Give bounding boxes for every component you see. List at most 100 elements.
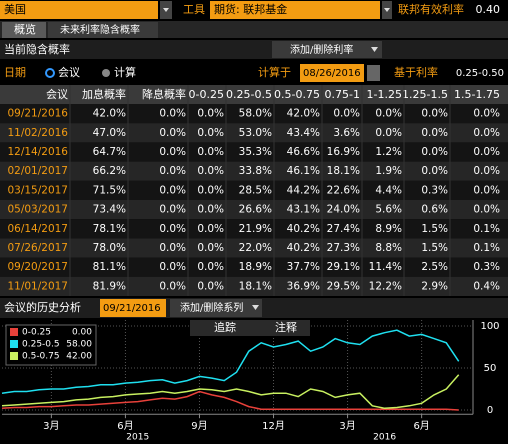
legend-label: 0.25-0.5 xyxy=(22,340,60,350)
table-cell: 0.0% xyxy=(375,127,402,139)
column-header: 0.75-1 xyxy=(325,88,360,101)
year-label: 2015 xyxy=(126,433,149,443)
table-cell: 0.0% xyxy=(159,165,186,177)
table-cell: 0.0% xyxy=(159,261,186,273)
table-cell: 29.5% xyxy=(327,280,360,292)
table-cell: 26.6% xyxy=(239,204,272,216)
date-input[interactable] xyxy=(300,64,364,82)
series-line xyxy=(1,329,460,394)
tool-button[interactable]: 追踪 xyxy=(214,320,236,334)
tool: 期货: 联邦基金 xyxy=(214,2,287,16)
tool-button[interactable]: 注释 xyxy=(275,320,297,334)
table-cell: 11.4% xyxy=(369,261,402,273)
date-label: 日期 xyxy=(4,66,26,79)
button-label: 添加/删除利率 xyxy=(290,43,353,56)
table-cell: 22.0% xyxy=(239,242,272,254)
table-cell: 24.0% xyxy=(327,204,360,216)
table-cell: 4.4% xyxy=(375,184,402,196)
table-cell: 21.9% xyxy=(239,223,272,235)
table-cell: 1.2% xyxy=(375,146,402,158)
table-cell: 29.1% xyxy=(327,261,360,273)
calendar-button[interactable] xyxy=(367,65,380,81)
x-tick-label: 6月 xyxy=(413,420,429,432)
meeting-date: 09/20/2017 xyxy=(7,261,68,273)
arrow xyxy=(371,47,378,52)
add-rate-button[interactable] xyxy=(272,41,382,58)
table-cell: 0.0% xyxy=(421,165,448,177)
table-cell: 47.0% xyxy=(93,127,126,139)
radio-selected[interactable] xyxy=(45,68,55,78)
table-cell: 3.6% xyxy=(333,127,360,139)
y-tick-label: 50 xyxy=(484,363,497,374)
x-tick-label: 3月 xyxy=(43,420,59,432)
meeting-date: 12/14/2016 xyxy=(7,146,68,158)
table-cell: 2.9% xyxy=(421,280,448,292)
table-cell: 0.3% xyxy=(421,184,448,196)
table-cell: 0.0% xyxy=(197,184,224,196)
table-cell: 0.0% xyxy=(421,127,448,139)
column-header: 会议 xyxy=(46,88,68,101)
table-cell: 42.0% xyxy=(93,108,126,120)
meeting-date: 11/02/2016 xyxy=(7,127,68,139)
table-cell: 43.1% xyxy=(287,204,320,216)
table-cell: 0.0% xyxy=(421,146,448,158)
meeting-date: 07/26/2017 xyxy=(7,242,68,254)
table-cell: 81.9% xyxy=(93,280,126,292)
table-cell: 0.0% xyxy=(333,108,360,120)
y-tick-label: 100 xyxy=(480,321,499,332)
calc-at: 08/26/2016 xyxy=(303,68,361,79)
table-cell: 58.0% xyxy=(239,108,272,120)
country: 美国 xyxy=(4,3,26,16)
table-cell: 0.3% xyxy=(473,261,500,273)
table-row xyxy=(0,276,508,296)
table-cell: 0.0% xyxy=(197,204,224,216)
meeting-date: 02/01/2017 xyxy=(7,165,68,177)
table-cell: 0.0% xyxy=(473,204,500,216)
table-cell: 0.0% xyxy=(159,280,186,292)
table-cell: 0.0% xyxy=(473,146,500,158)
tab[interactable] xyxy=(2,22,46,38)
column-header: 1.5-1.75 xyxy=(454,88,500,101)
table-row xyxy=(0,219,508,239)
series-line xyxy=(1,390,459,411)
table-cell: 40.2% xyxy=(287,242,320,254)
table-cell: 0.1% xyxy=(473,242,500,254)
table-cell: 5.6% xyxy=(375,204,402,216)
table-cell: 0.0% xyxy=(473,108,500,120)
tab-label: 概览 xyxy=(14,22,36,36)
table-cell: 0.4% xyxy=(473,280,500,292)
table-cell: 0.0% xyxy=(375,108,402,120)
table-cell: 0.0% xyxy=(159,242,186,254)
meeting-date: 03/15/2017 xyxy=(7,184,68,196)
meeting-date: 06/14/2017 xyxy=(7,223,68,235)
radio-label: 会议 xyxy=(58,66,80,79)
country-input[interactable] xyxy=(0,1,158,19)
radio[interactable] xyxy=(102,69,110,77)
history-date-input[interactable] xyxy=(100,299,166,317)
tab[interactable] xyxy=(48,22,158,38)
x-tick-label: 12月 xyxy=(262,420,285,432)
arrow xyxy=(252,305,259,310)
table-cell: 1.9% xyxy=(375,165,402,177)
table-cell: 0.0% xyxy=(159,204,186,216)
table-row xyxy=(0,257,508,277)
table-cell: 35.3% xyxy=(239,146,272,158)
table-cell: 2.5% xyxy=(421,261,448,273)
table-cell: 0.0% xyxy=(159,108,186,120)
tool-label: 工具 xyxy=(183,3,205,16)
add-series-button[interactable] xyxy=(170,299,262,317)
y-tick-label: 0 xyxy=(487,405,493,416)
table-cell: 22.6% xyxy=(327,184,360,196)
tool-input[interactable] xyxy=(210,1,380,19)
table-cell: 0.0% xyxy=(159,184,186,196)
table-cell: 36.9% xyxy=(287,280,320,292)
legend-value: 0.00 xyxy=(72,328,92,338)
table-cell: 0.0% xyxy=(197,165,224,177)
table-cell: 0.0% xyxy=(159,146,186,158)
table-cell: 0.0% xyxy=(197,146,224,158)
arrow xyxy=(384,8,390,12)
table-cell: 78.1% xyxy=(93,223,126,235)
legend xyxy=(5,324,97,366)
legend-label: 0-0.25 xyxy=(22,328,51,338)
